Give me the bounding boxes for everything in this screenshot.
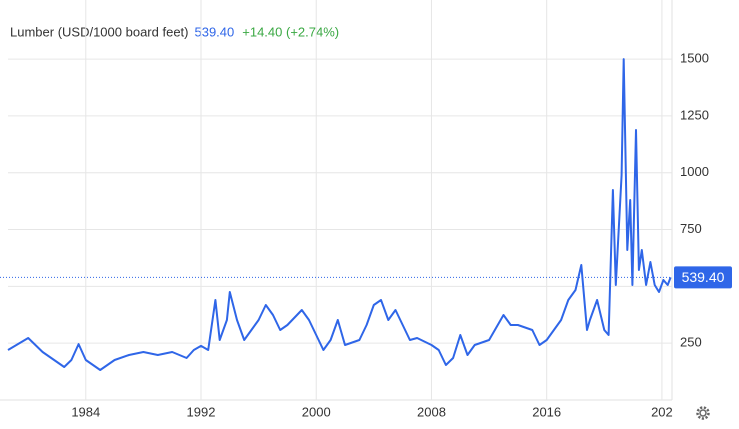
y-tick-label: 1250 [680, 107, 709, 122]
y-tick-label: 750 [680, 221, 702, 236]
price-change: +14.40 (+2.74%) [242, 24, 339, 39]
last-value-label: 539.40 [682, 269, 725, 285]
x-tick-label: 2016 [532, 404, 561, 419]
x-tick-label: 2000 [302, 404, 331, 419]
x-tick-label: 202 [651, 404, 673, 419]
x-tick-label: 1984 [71, 404, 100, 419]
x-tick-label: 2008 [417, 404, 446, 419]
chart-title: Lumber (USD/1000 board feet) [10, 24, 188, 39]
price-line [7, 58, 672, 371]
y-tick-label: 1000 [680, 164, 709, 179]
settings-icon[interactable] [696, 406, 710, 420]
y-tick-label: 1500 [680, 51, 709, 66]
last-value-badge [674, 266, 732, 289]
price: 539.40 [194, 24, 234, 39]
x-tick-label: 1992 [187, 404, 216, 419]
y-tick-label: 250 [680, 335, 702, 350]
